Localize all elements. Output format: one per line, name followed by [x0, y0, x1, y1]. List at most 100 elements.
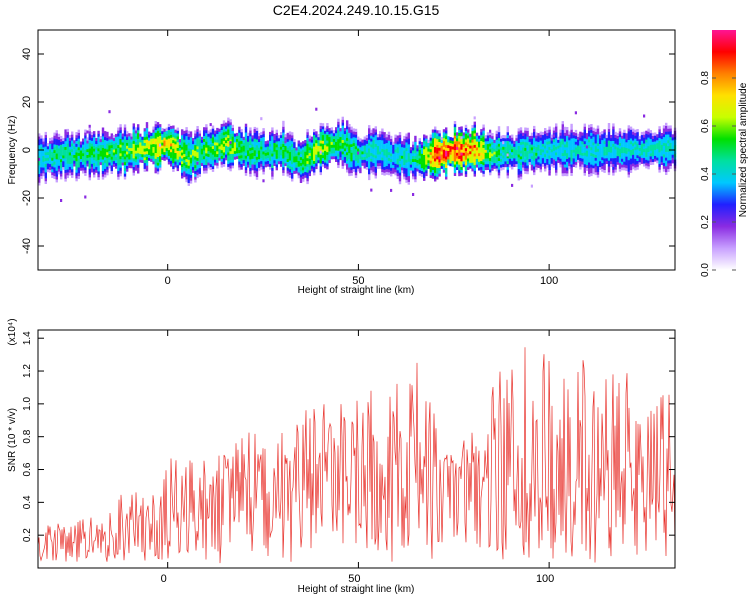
spectrogram-cell [183, 171, 186, 175]
spectrogram-cell [431, 161, 435, 165]
spectrogram-cell [478, 167, 481, 171]
spectrogram-cell [447, 159, 450, 163]
spectrogram-cell [73, 154, 76, 158]
spectrogram-cell [198, 150, 201, 154]
spectrogram-cell [526, 147, 529, 152]
spectrogram-cell [227, 140, 230, 144]
spectrogram-cell [508, 155, 512, 159]
spectrogram-cell [319, 171, 322, 176]
spectrogram-cell [126, 157, 129, 161]
spectrogram-cell [185, 147, 188, 151]
spectrogram-cell [203, 127, 206, 131]
spectrogram-cell [304, 163, 307, 167]
spectrogram-cell [570, 149, 573, 153]
spectrogram-cell [634, 132, 637, 136]
spectrogram-cell [475, 161, 479, 165]
spectrogram-cell [372, 139, 375, 143]
spectrogram-cell [588, 139, 591, 143]
spectrogram-cell [616, 161, 619, 165]
spectrogram-cell [187, 176, 190, 181]
spectrogram-cell [196, 174, 199, 179]
spectrogram-cell [75, 155, 78, 159]
spectrogram-cell [141, 145, 144, 149]
spectrogram-cell [77, 155, 80, 159]
spectrogram-cell [407, 158, 410, 162]
spectrogram-cell [603, 132, 606, 136]
spectrogram-cell [159, 129, 162, 133]
spectrogram-cell [132, 166, 135, 170]
spectrogram-cell [328, 151, 331, 155]
spectrogram-cell [326, 166, 329, 170]
spectrogram-cell [207, 150, 210, 154]
spectrogram-cell [497, 160, 501, 164]
spectrogram-cell [552, 150, 556, 154]
spectrogram-cell [64, 164, 67, 168]
spectrogram-cell [38, 162, 41, 166]
spectrogram-cell [506, 134, 509, 139]
spectrogram-cell [599, 132, 602, 136]
spectrogram-cell [497, 152, 501, 156]
spectrogram-cell [508, 152, 512, 156]
spectrogram-cell [93, 171, 96, 175]
spectrogram-cell [442, 140, 446, 144]
spectrogram-cell [255, 133, 259, 137]
spectrogram-cell [629, 138, 633, 142]
spectrogram-cell [271, 173, 274, 177]
spectrogram-cell [656, 134, 659, 138]
spectrogram-cell [181, 172, 184, 176]
spectrogram-cell [231, 145, 234, 149]
spectrogram-cell [396, 164, 399, 168]
spectrogram-cell [170, 131, 173, 135]
spectrogram-cell [522, 150, 525, 154]
spectrogram-cell [506, 160, 509, 164]
spectrogram-cell [88, 168, 91, 172]
spectrogram-cell [264, 158, 267, 162]
spectrogram-cell [194, 144, 197, 148]
snr-y-multiplier: (x10⁴) [7, 318, 18, 345]
snr-x-axis-label: Height of straight line (km) [298, 584, 415, 595]
spectrogram-cell [277, 158, 281, 162]
spectrogram-cell [396, 138, 399, 142]
spectrogram-cell [97, 150, 100, 155]
spectrogram-cell [207, 130, 210, 134]
spectrogram-cell [68, 166, 72, 170]
spectrogram-cell [627, 131, 630, 135]
spectrogram-cell [53, 147, 56, 151]
spectrogram-cell [618, 133, 622, 138]
spectrogram-cell [341, 119, 344, 123]
spectrogram-cell [596, 154, 600, 158]
spectrogram-cell [546, 164, 549, 168]
spectrogram-cell [607, 131, 611, 135]
spectrogram-cell [669, 125, 672, 129]
spectrogram-cell [592, 130, 595, 134]
spectrogram-cell [599, 135, 602, 139]
spectrogram-cell [469, 145, 472, 149]
spectrogram-cell [260, 149, 263, 153]
spectrogram-cell [93, 157, 96, 161]
spectrogram-cell [93, 174, 96, 178]
spectrogram-cell [117, 130, 120, 134]
spectrogram-cell [104, 134, 107, 138]
spectrogram-cell [539, 140, 542, 144]
spectrogram-cell [486, 155, 490, 159]
spectrogram-cell [137, 127, 140, 131]
spectrogram-cell [346, 120, 349, 124]
spectrogram-cell [368, 165, 371, 169]
spectrogram-cell [38, 136, 41, 140]
spectrogram-cell [671, 142, 674, 147]
spectrogram-cell [354, 140, 358, 144]
spectrogram-cell [238, 167, 241, 171]
spectrogram-cell [106, 160, 109, 164]
spectrogram-cell [132, 152, 135, 156]
spectrogram-cell [414, 147, 417, 151]
spectrogram-cell [453, 169, 457, 174]
spectrogram-cell [200, 159, 204, 164]
spectrogram-cell [288, 157, 292, 161]
spectrogram-cell [592, 162, 595, 166]
spectrogram-cell [462, 149, 465, 153]
spectrogram-cell [583, 172, 586, 176]
spectrogram-cell [665, 157, 668, 161]
spectrogram-cell [647, 157, 650, 161]
spectrogram-cell [255, 142, 259, 146]
spectrogram-cell [614, 146, 617, 150]
